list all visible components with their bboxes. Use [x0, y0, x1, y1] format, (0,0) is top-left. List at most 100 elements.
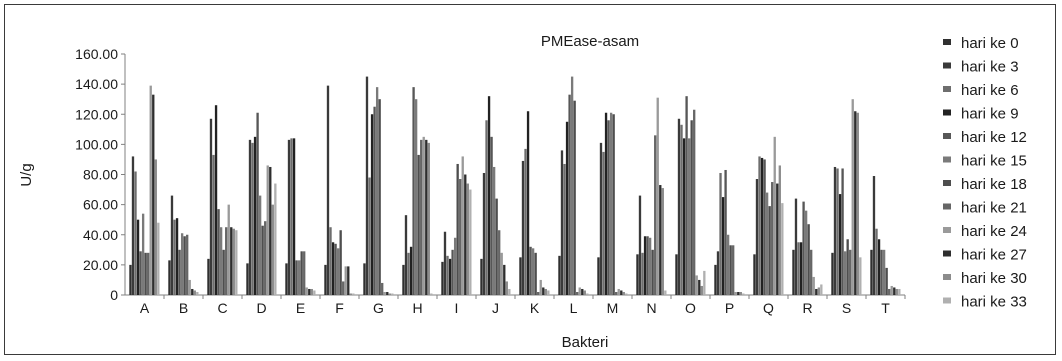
bar-G-s4: [373, 106, 376, 295]
x-tick-label: T: [881, 300, 890, 316]
bar-F-s9: [347, 266, 350, 295]
y-tick-label: 40.00: [83, 227, 118, 243]
bar-F-s4: [334, 243, 337, 295]
bar-C-s7: [225, 227, 228, 295]
bar-P-s1: [716, 251, 720, 295]
bar-E-s1: [287, 139, 291, 295]
bar-Q-s5: [765, 192, 769, 295]
bar-H-s4: [412, 87, 415, 295]
bar-Q-s7: [771, 182, 774, 295]
bar-D-s10: [271, 204, 274, 296]
x-tick-label: D: [256, 300, 266, 316]
bar-A-s6: [144, 252, 147, 295]
bar-S-s3: [838, 194, 842, 295]
bar-H-s1: [404, 215, 408, 295]
bar-H-s5: [414, 99, 418, 295]
bar-P-s2: [719, 172, 722, 295]
bar-N-s2: [641, 252, 644, 295]
bar-G-s10: [388, 293, 391, 295]
bar-L-s11: [586, 293, 589, 295]
legend-label: hari ke 30: [961, 270, 1027, 287]
bar-F-s10: [349, 293, 352, 295]
bar-S-s9: [854, 111, 857, 296]
bar-O-s2: [680, 124, 683, 295]
bar-N-s10: [661, 188, 664, 295]
bar-Q-s6: [768, 206, 771, 295]
bar-E-s8: [305, 287, 308, 295]
bar-K-s4: [529, 246, 532, 295]
bar-F-s1: [326, 85, 330, 295]
bar-K-s10: [544, 288, 547, 295]
bar-C-s6: [222, 249, 225, 295]
bar-F-s8: [344, 266, 347, 295]
bar-F-s2: [329, 227, 332, 295]
bar-R-s2: [797, 242, 800, 295]
bar-M-s0: [597, 257, 600, 295]
bar-S-s8: [851, 99, 854, 295]
bar-D-s8: [266, 165, 269, 295]
bar-M-s10: [622, 291, 625, 295]
bar-O-s4: [685, 96, 688, 296]
bar-M-s11: [625, 293, 628, 295]
bar-B-s9: [191, 288, 194, 295]
bar-T-s10: [895, 288, 898, 295]
bar-H-s0: [402, 264, 405, 296]
bar-B-s1: [170, 195, 174, 295]
bar-Q-s11: [781, 203, 784, 295]
x-tick-label: A: [140, 300, 150, 316]
legend-swatch: [943, 227, 951, 233]
y-tick-label: 20.00: [83, 257, 118, 273]
bar-A-s5: [141, 213, 145, 295]
bar-A-s3: [136, 219, 140, 295]
y-tick-label: 140.00: [75, 76, 118, 92]
bar-P-s7: [732, 245, 735, 295]
x-tick-label: P: [725, 300, 734, 316]
chart-frame: 0 20.00 40.00 60.00 80.00 100.00 120.00 140.00 1…: [4, 4, 1056, 355]
legend-label: hari ke 0: [961, 35, 1019, 52]
bar-H-s11: [430, 293, 433, 295]
legend-label: hari ke 33: [961, 294, 1027, 311]
bar-M-s4: [607, 120, 610, 295]
bar-S-s7: [849, 249, 852, 295]
bar-R-s3: [799, 242, 803, 295]
y-tick-label: 60.00: [83, 197, 118, 213]
bar-F-s0: [324, 264, 327, 296]
bar-A-s11: [157, 222, 160, 295]
bar-P-s10: [739, 291, 742, 295]
bar-F-s7: [342, 281, 345, 295]
bar-G-s8: [383, 291, 386, 295]
bar-A-s2: [134, 171, 137, 295]
bar-R-s8: [812, 276, 815, 295]
bar-D-s5: [258, 195, 262, 295]
bar-I-s1: [443, 231, 447, 295]
bar-K-s1: [521, 160, 525, 295]
bar-Q-s1: [755, 179, 759, 295]
x-tick-label: C: [217, 300, 227, 316]
bar-M-s6: [612, 114, 615, 295]
bar-B-s0: [168, 260, 171, 295]
bar-C-s10: [232, 228, 235, 295]
bar-J-s10: [505, 281, 508, 295]
bar-J-s4: [490, 136, 493, 295]
bar-S-s10: [856, 112, 859, 296]
bar-B-s2: [173, 219, 176, 295]
bar-N-s6: [651, 249, 654, 295]
bar-I-s5: [453, 237, 457, 295]
bar-A-s10: [154, 159, 157, 295]
bar-J-s1: [482, 172, 486, 295]
bar-L-s3: [565, 121, 569, 295]
bar-K-s5: [531, 248, 535, 295]
bar-I-s7: [459, 179, 462, 295]
bar-K-s7: [537, 291, 540, 295]
bar-J-s8: [500, 252, 503, 295]
bar-E-s5: [297, 260, 301, 295]
bar-I-s9: [464, 174, 467, 295]
bar-G-s1: [365, 76, 369, 295]
bar-N-s7: [654, 135, 657, 295]
y-axis-title: U/g: [18, 163, 35, 186]
bar-I-s2: [446, 255, 449, 295]
bar-H-s2: [407, 252, 410, 295]
bar-Q-s4: [763, 159, 766, 295]
bar-D-s4: [256, 112, 259, 296]
bar-I-s6: [456, 163, 459, 295]
